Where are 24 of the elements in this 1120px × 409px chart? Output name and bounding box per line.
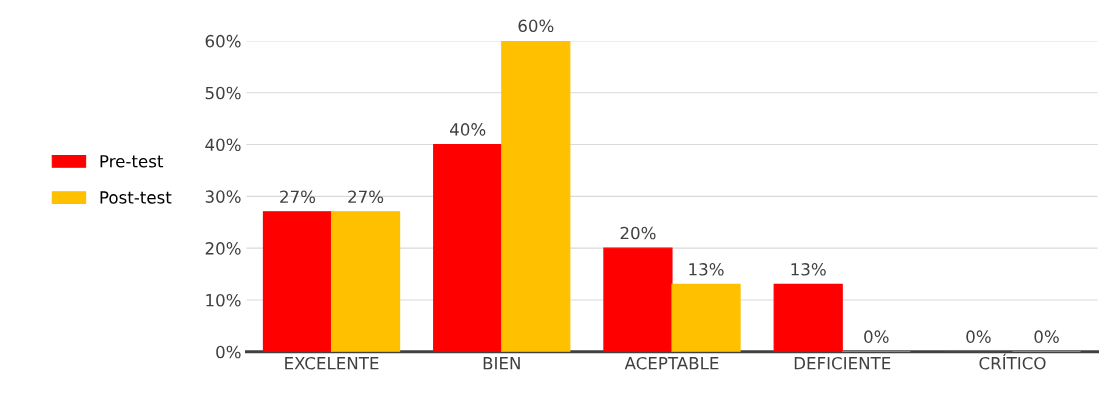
data-label: 0%	[966, 330, 991, 343]
x-tick-label: ACEPTABLE	[624, 356, 719, 370]
data-label: 20%	[620, 226, 656, 240]
data-label: 0%	[864, 330, 889, 343]
data-label: 27%	[348, 190, 384, 204]
data-label: 13%	[791, 263, 826, 276]
x-tick-label: BIEN	[483, 357, 520, 370]
y-tick-label: 30%	[205, 190, 241, 203]
data-label: 27%	[280, 190, 316, 204]
y-tick-label: 0%	[216, 345, 241, 359]
y-tick-label: 40%	[205, 138, 241, 152]
y-tick-label: 20%	[205, 242, 241, 255]
x-tick-label: EXCELENTE	[285, 356, 379, 370]
y-tick-label: 10%	[206, 293, 241, 307]
y-tick-label: 60%	[205, 34, 241, 48]
data-label: 40%	[450, 123, 486, 136]
data-label: 60%	[518, 19, 554, 33]
data-label: 13%	[689, 263, 724, 276]
data-label: 0%	[1034, 330, 1059, 343]
legend-label: Post-test	[100, 191, 172, 204]
legend-label: Pre-test	[100, 155, 164, 168]
x-tick-label: DEFICIENTE	[794, 356, 891, 370]
y-tick-label: 50%	[205, 86, 241, 100]
x-tick-label: CRÍTICO	[979, 353, 1046, 370]
